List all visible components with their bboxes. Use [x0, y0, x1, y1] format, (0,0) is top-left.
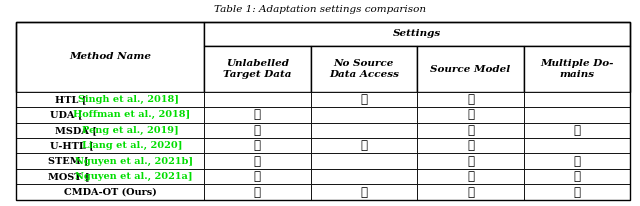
- Text: ✓: ✓: [253, 139, 260, 152]
- Text: ✓: ✓: [360, 139, 367, 152]
- Text: Peng et al., 2019]: Peng et al., 2019]: [83, 126, 179, 135]
- Bar: [16, 123, 204, 138]
- Text: ✓: ✓: [253, 108, 260, 121]
- Bar: [16, 22, 204, 92]
- Bar: [417, 46, 524, 92]
- Text: Table 1: Adaptation settings comparison: Table 1: Adaptation settings comparison: [214, 5, 426, 14]
- Text: Source Model: Source Model: [430, 64, 511, 74]
- Bar: [417, 184, 524, 200]
- Text: STEM [: STEM [: [48, 157, 88, 166]
- Bar: [204, 138, 310, 153]
- Bar: [524, 46, 630, 92]
- Bar: [204, 107, 310, 123]
- Text: Singh et al., 2018]: Singh et al., 2018]: [77, 95, 179, 104]
- Bar: [310, 169, 417, 184]
- Bar: [417, 92, 524, 107]
- Bar: [310, 123, 417, 138]
- Text: ✓: ✓: [467, 170, 474, 183]
- Text: ✓: ✓: [573, 170, 580, 183]
- Text: ✓: ✓: [467, 139, 474, 152]
- Bar: [204, 169, 310, 184]
- Bar: [417, 123, 524, 138]
- Bar: [417, 169, 524, 184]
- Text: MSDA [: MSDA [: [0, 205, 1, 206]
- Text: ✓: ✓: [467, 155, 474, 168]
- Bar: [16, 184, 204, 200]
- Text: ✓: ✓: [253, 155, 260, 168]
- Text: HTL [: HTL [: [54, 95, 86, 104]
- Bar: [16, 107, 204, 123]
- Text: ✓: ✓: [360, 93, 367, 106]
- Text: MOST [: MOST [: [48, 172, 89, 181]
- Bar: [204, 153, 310, 169]
- Text: ✓: ✓: [573, 186, 580, 199]
- Text: Hoffman et al., 2018]: Hoffman et al., 2018]: [73, 110, 190, 119]
- Text: Method Name: Method Name: [69, 52, 151, 61]
- Text: ✓: ✓: [573, 155, 580, 168]
- Text: Nguyen et al., 2021b]: Nguyen et al., 2021b]: [76, 157, 193, 166]
- Bar: [524, 138, 630, 153]
- Text: Unlabelled
Target Data: Unlabelled Target Data: [223, 59, 291, 79]
- Text: MOST [: MOST [: [0, 205, 1, 206]
- Bar: [417, 107, 524, 123]
- Text: Nguyen et al., 2021a]: Nguyen et al., 2021a]: [76, 172, 193, 181]
- Text: ✓: ✓: [253, 124, 260, 137]
- Bar: [524, 169, 630, 184]
- Bar: [16, 22, 630, 200]
- Bar: [310, 92, 417, 107]
- Bar: [204, 46, 310, 92]
- Bar: [524, 123, 630, 138]
- Text: ✓: ✓: [360, 186, 367, 199]
- Bar: [310, 138, 417, 153]
- Text: STEM [: STEM [: [0, 205, 1, 206]
- Text: Multiple Do-
mains: Multiple Do- mains: [540, 59, 614, 79]
- Text: CMDA-OT (Ours): CMDA-OT (Ours): [63, 188, 156, 197]
- Text: Settings: Settings: [393, 29, 441, 39]
- Bar: [524, 184, 630, 200]
- Bar: [524, 92, 630, 107]
- Bar: [524, 107, 630, 123]
- Bar: [16, 169, 204, 184]
- Bar: [310, 46, 417, 92]
- Bar: [16, 153, 204, 169]
- Bar: [417, 138, 524, 153]
- Text: HTL [: HTL [: [0, 205, 1, 206]
- Bar: [417, 153, 524, 169]
- Text: ✓: ✓: [573, 124, 580, 137]
- Bar: [204, 184, 310, 200]
- Bar: [204, 22, 630, 46]
- Bar: [16, 92, 204, 107]
- Text: ✓: ✓: [253, 170, 260, 183]
- Text: ✓: ✓: [467, 186, 474, 199]
- Text: ✓: ✓: [253, 186, 260, 199]
- Bar: [204, 123, 310, 138]
- Bar: [310, 153, 417, 169]
- Text: UDA [: UDA [: [50, 110, 83, 119]
- Bar: [524, 153, 630, 169]
- Text: UDA [: UDA [: [0, 205, 1, 206]
- Bar: [310, 184, 417, 200]
- Text: ✓: ✓: [467, 124, 474, 137]
- Text: Liang et al., 2020]: Liang et al., 2020]: [83, 141, 183, 150]
- Text: MSDA [: MSDA [: [54, 126, 97, 135]
- Bar: [16, 138, 204, 153]
- Text: No Source
Data Access: No Source Data Access: [329, 59, 399, 79]
- Bar: [204, 92, 310, 107]
- Text: U-HTL [: U-HTL [: [0, 205, 1, 206]
- Text: U-HTL [: U-HTL [: [50, 141, 94, 150]
- Text: ✓: ✓: [467, 108, 474, 121]
- Text: ✓: ✓: [467, 93, 474, 106]
- Bar: [310, 107, 417, 123]
